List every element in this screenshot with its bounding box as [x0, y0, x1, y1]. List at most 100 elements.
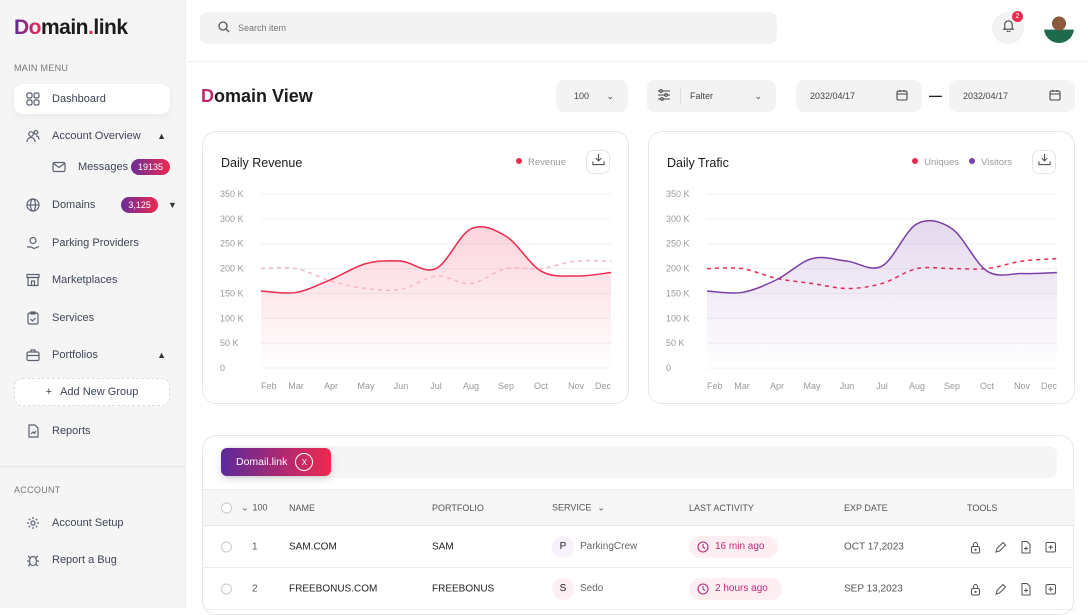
search-icon — [218, 21, 230, 35]
notification-count: 2 — [1012, 11, 1023, 22]
sidebar-item-services[interactable]: Services — [14, 303, 170, 333]
reports-icon — [26, 424, 40, 438]
chevron-down-icon[interactable]: ▼ — [167, 200, 177, 210]
header-activity[interactable]: LAST ACTIVITY — [689, 502, 754, 513]
notifications-button[interactable]: 2 — [992, 11, 1024, 44]
x-tick-label: Aug — [909, 381, 925, 391]
filter-chip[interactable]: Domail.link X — [221, 448, 331, 476]
count-select[interactable]: 100 ⌄ — [556, 80, 628, 112]
domain-name[interactable]: SAM.COM — [289, 541, 337, 552]
close-icon[interactable]: X — [295, 453, 314, 471]
domain-name[interactable]: FREEBONUS.COM — [289, 583, 378, 594]
x-tick-label: May — [357, 381, 375, 391]
y-tick-label: 300 K — [220, 214, 244, 224]
x-tick-label: Sep — [944, 381, 960, 391]
x-tick-label: Feb — [707, 381, 723, 391]
y-tick-label: 0 — [666, 363, 671, 373]
chart-title: Daily Trafic — [667, 156, 729, 170]
search-bar[interactable] — [200, 12, 777, 44]
main-menu-label: MAIN MENU — [14, 63, 69, 73]
sidebar-item-dashboard[interactable]: Dashboard — [14, 84, 170, 114]
messages-badge: 19135 — [130, 159, 170, 175]
sidebar-item-portfolios[interactable]: Portfolios ▲ — [14, 340, 170, 370]
users-icon — [26, 129, 40, 143]
portfolio: FREEBONUS — [432, 583, 495, 594]
sidebar-item-domains[interactable]: Domains 3,125 ▼ — [14, 190, 177, 220]
x-tick-label: Sep — [498, 381, 514, 391]
chevron-down-icon: ⌄ — [597, 502, 605, 512]
legend-uniques: Uniques — [912, 157, 959, 168]
download-icon — [1037, 153, 1051, 171]
y-tick-label: 150 K — [666, 288, 690, 298]
x-tick-label: Aug — [463, 381, 479, 391]
chevron-down-icon: ⌄ — [606, 90, 614, 101]
edit-icon[interactable] — [994, 540, 1007, 553]
download-icon — [591, 153, 605, 171]
y-tick-label: 200 K — [220, 264, 244, 274]
sidebar-item-account-setup[interactable]: Account Setup — [14, 508, 170, 538]
download-button[interactable] — [1032, 150, 1056, 174]
store-icon — [26, 273, 40, 287]
series-line — [260, 225, 612, 294]
add-new-group-button[interactable]: + Add New Group — [14, 378, 170, 406]
sidebar-item-reports[interactable]: Reports — [14, 416, 170, 446]
x-tick-label: Jun — [840, 381, 855, 391]
sidebar-item-report-bug[interactable]: Report a Bug — [14, 545, 170, 575]
x-tick-label: May — [803, 381, 821, 391]
header-tools: TOOLS — [967, 502, 998, 513]
divider — [0, 466, 186, 467]
service: S Sedo — [552, 577, 603, 600]
exp-date: OCT 17,2023 — [844, 541, 904, 552]
sidebar-item-marketplaces[interactable]: Marketplaces — [14, 265, 170, 295]
edit-icon[interactable] — [994, 582, 1007, 595]
lock-icon[interactable] — [969, 582, 982, 595]
download-button[interactable] — [586, 150, 610, 174]
calendar-icon — [896, 89, 908, 103]
avatar[interactable] — [1044, 13, 1074, 43]
sidebar-item-messages[interactable]: Messages 19135 — [40, 152, 170, 182]
y-tick-label: 300 K — [666, 214, 690, 224]
file-add-icon[interactable] — [1019, 540, 1032, 553]
legend-revenue: Revenue — [515, 157, 566, 168]
x-tick-label: Feb — [261, 381, 277, 391]
y-tick-label: 350 K — [220, 189, 244, 199]
header-name[interactable]: NAME — [289, 502, 316, 513]
table-row[interactable]: 1 SAM.COM SAM P ParkingCrew 16 min ago OC… — [203, 526, 1075, 568]
date-from-field[interactable]: 2032/04/17 — [796, 80, 922, 112]
header-portfolio[interactable]: PORTFOLIO — [432, 502, 484, 513]
clock-icon — [697, 540, 709, 553]
daily-traffic-card: Daily Trafic Uniques Visitors 350 K 300 K 2… — [648, 131, 1075, 404]
file-add-icon[interactable] — [1019, 582, 1032, 595]
logo[interactable]: Domain.link — [14, 16, 128, 39]
row-checkbox[interactable] — [221, 583, 232, 594]
filter-select[interactable]: Falter ⌄ — [647, 80, 776, 112]
table-header: ⌄ 100 NAME PORTFOLIO SERVICE ⌄ LAST ACTIVI… — [203, 489, 1075, 526]
note-add-icon[interactable] — [1044, 540, 1057, 553]
date-separator: — — [929, 88, 942, 103]
table-row[interactable]: 2 FREEBONUS.COM FREEBONUS S Sedo 2 hours … — [203, 568, 1075, 610]
chevron-down-icon: ⌄ — [754, 90, 762, 101]
row-checkbox[interactable] — [221, 541, 232, 552]
date-to-field[interactable]: 2032/04/17 — [949, 80, 1075, 112]
sidebar-item-parking-providers[interactable]: Parking Providers — [14, 228, 170, 258]
select-all-checkbox[interactable] — [221, 502, 232, 513]
clock-icon — [697, 582, 709, 595]
row-number: 2 — [252, 583, 258, 594]
chevron-up-icon[interactable]: ▲ — [157, 131, 166, 141]
sliders-icon — [657, 89, 671, 103]
sidebar-item-account-overview[interactable]: Account Overview ▲ — [14, 121, 170, 151]
chevron-up-icon[interactable]: ▲ — [157, 350, 166, 360]
search-input[interactable] — [238, 23, 638, 33]
lock-icon[interactable] — [969, 540, 982, 553]
note-add-icon[interactable] — [1044, 582, 1057, 595]
series-area — [261, 226, 611, 368]
x-tick-label: Apr — [770, 381, 784, 391]
plus-icon: + — [45, 386, 53, 398]
header-service[interactable]: SERVICE ⌄ — [552, 502, 605, 513]
count-toggle[interactable]: ⌄ 100 — [241, 502, 268, 513]
daily-revenue-card: Daily Revenue Revenue 350 K 300 K 250 K 200… — [202, 131, 629, 404]
service: P ParkingCrew — [552, 535, 637, 558]
header-exp-date[interactable]: EXP DATE — [844, 502, 888, 513]
gear-icon — [26, 516, 40, 530]
y-tick-label: 250 K — [666, 239, 690, 249]
